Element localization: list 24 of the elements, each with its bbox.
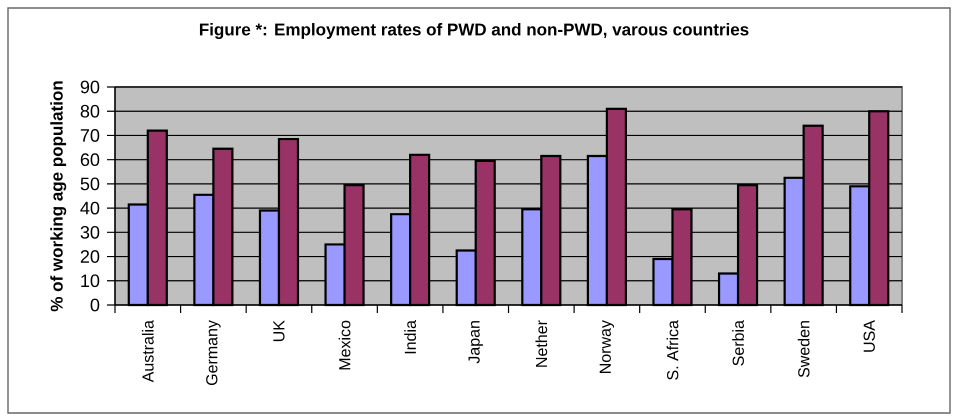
x-tick-label: S. Africa (666, 320, 678, 380)
x-tick-label: UK (273, 320, 285, 342)
y-tick-label: 60 (80, 153, 100, 166)
y-tick-label: 20 (80, 250, 100, 263)
x-tick-label: India (404, 320, 416, 354)
x-tick-label: Sweden (798, 321, 810, 378)
x-tick-label: Australia (142, 320, 154, 382)
x-tick-label: Mexico (338, 320, 350, 370)
x-tick-label: Norway (600, 320, 614, 373)
y-tick-label: 50 (80, 178, 100, 190)
x-tick-label: Germany (206, 320, 221, 386)
y-tick-label: 0 (90, 298, 100, 312)
y-tick-label: 10 (81, 274, 100, 288)
x-tick-label: Serbia (732, 320, 744, 366)
y-tick-label: 40 (80, 202, 100, 214)
x-tick-label: USA (864, 320, 875, 352)
y-axis-title: % of working age population (50, 81, 66, 312)
chart-title: Figure *: Employment rates of PWD and non-PWD, varous countries (200, 23, 748, 39)
x-tick-label: Nether (535, 320, 548, 367)
y-tick-label: 30 (80, 226, 100, 239)
y-tick-label: 70 (80, 129, 100, 142)
x-tick-label: Japan (468, 321, 483, 364)
y-tick-label: 90 (80, 80, 100, 94)
y-tick-label: 80 (80, 104, 100, 118)
